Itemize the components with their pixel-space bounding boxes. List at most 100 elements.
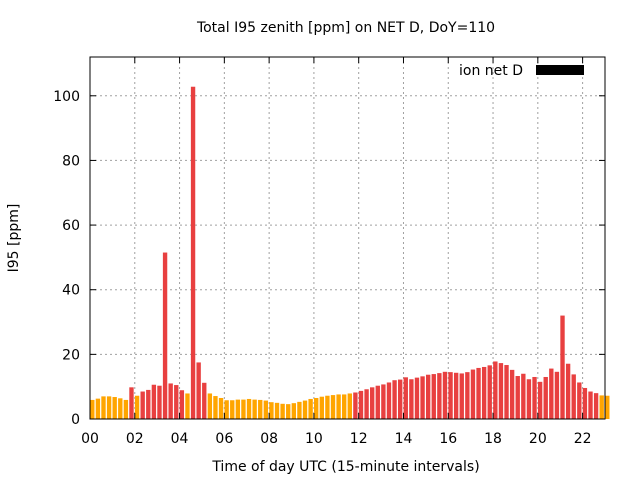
bar	[565, 363, 571, 419]
x-tick-label: 18	[484, 431, 502, 447]
x-tick-label: 10	[305, 431, 323, 447]
bar	[386, 382, 392, 419]
bar	[588, 391, 593, 419]
bar	[263, 400, 269, 419]
bar	[481, 366, 487, 419]
chart-title: Total I95 zenith [ppm] on NET D, DoY=110	[196, 20, 495, 36]
bar	[526, 379, 532, 419]
bar	[123, 399, 129, 419]
bar	[448, 372, 453, 419]
bar	[140, 391, 145, 419]
y-tick-label: 40	[62, 283, 80, 299]
bar	[202, 382, 207, 419]
bar	[543, 376, 548, 419]
bar	[325, 395, 330, 419]
bar	[414, 377, 420, 419]
bar	[330, 395, 336, 419]
bar	[532, 376, 537, 419]
bar	[397, 379, 403, 419]
bar	[403, 377, 408, 419]
bar	[218, 397, 224, 419]
bar	[291, 403, 297, 419]
bar	[498, 363, 504, 419]
y-tick-label: 20	[62, 347, 80, 363]
bar	[425, 374, 431, 419]
bar	[577, 382, 582, 419]
bar	[151, 384, 157, 419]
bar	[515, 376, 520, 419]
bar	[342, 394, 347, 419]
bar	[230, 400, 235, 419]
bar	[196, 362, 201, 419]
bar	[358, 390, 364, 419]
legend-swatch	[536, 65, 584, 75]
bar	[280, 403, 285, 419]
x-tick-label: 14	[395, 431, 413, 447]
x-tick-label: 20	[529, 431, 547, 447]
bar	[101, 396, 106, 419]
y-tick-label: 100	[53, 89, 80, 105]
bar	[370, 387, 375, 419]
x-tick-label: 00	[81, 431, 99, 447]
bar	[353, 392, 358, 419]
bar	[213, 396, 218, 419]
bar	[442, 371, 448, 419]
bar	[129, 387, 134, 419]
bar	[190, 86, 196, 419]
x-tick-label: 12	[350, 431, 368, 447]
bar	[560, 315, 565, 419]
bar	[381, 384, 386, 419]
bar	[554, 371, 560, 419]
x-tick-label: 02	[126, 431, 144, 447]
bar	[269, 402, 274, 419]
bar	[599, 395, 604, 419]
bar	[521, 373, 526, 419]
bar	[470, 369, 476, 419]
bar	[308, 398, 313, 419]
bar	[465, 372, 470, 419]
bar	[118, 398, 123, 419]
x-tick-label: 06	[215, 431, 233, 447]
bar	[134, 395, 140, 419]
x-tick-label: 04	[171, 431, 189, 447]
y-tick-label: 80	[62, 153, 80, 169]
bar	[274, 402, 280, 419]
bar	[157, 385, 162, 419]
bar	[224, 400, 229, 419]
bar	[258, 399, 263, 419]
bar	[246, 398, 252, 419]
bar	[235, 399, 241, 419]
bar	[297, 401, 302, 419]
bar	[302, 400, 308, 419]
x-axis-title: Time of day UTC (15-minute intervals)	[211, 459, 479, 475]
bar	[392, 380, 397, 419]
bar	[476, 367, 481, 419]
bar	[453, 372, 459, 419]
bar	[582, 387, 588, 419]
bar	[605, 395, 610, 419]
bar	[420, 376, 425, 419]
bar	[549, 368, 554, 419]
bar	[286, 404, 291, 419]
bar	[252, 399, 257, 419]
bar	[95, 398, 101, 419]
bar	[314, 397, 319, 419]
grid-lines	[90, 57, 605, 419]
bar	[162, 252, 168, 419]
tick-labels: 0 20 40 60 80 100 00 02 04 06 08 10 12 14 16 18 20 22	[53, 89, 591, 447]
x-tick-label: 22	[574, 431, 592, 447]
bar	[112, 397, 117, 419]
x-tick-label: 08	[260, 431, 278, 447]
bar	[207, 393, 213, 419]
bar	[90, 399, 95, 419]
bar	[509, 369, 515, 419]
bar	[179, 390, 185, 419]
bar	[336, 394, 341, 419]
bar	[593, 393, 599, 419]
bar	[168, 383, 173, 419]
axes	[89, 56, 606, 420]
bar	[319, 396, 324, 419]
bar	[571, 374, 576, 419]
bar	[504, 365, 509, 419]
legend: ion net D	[459, 63, 584, 79]
